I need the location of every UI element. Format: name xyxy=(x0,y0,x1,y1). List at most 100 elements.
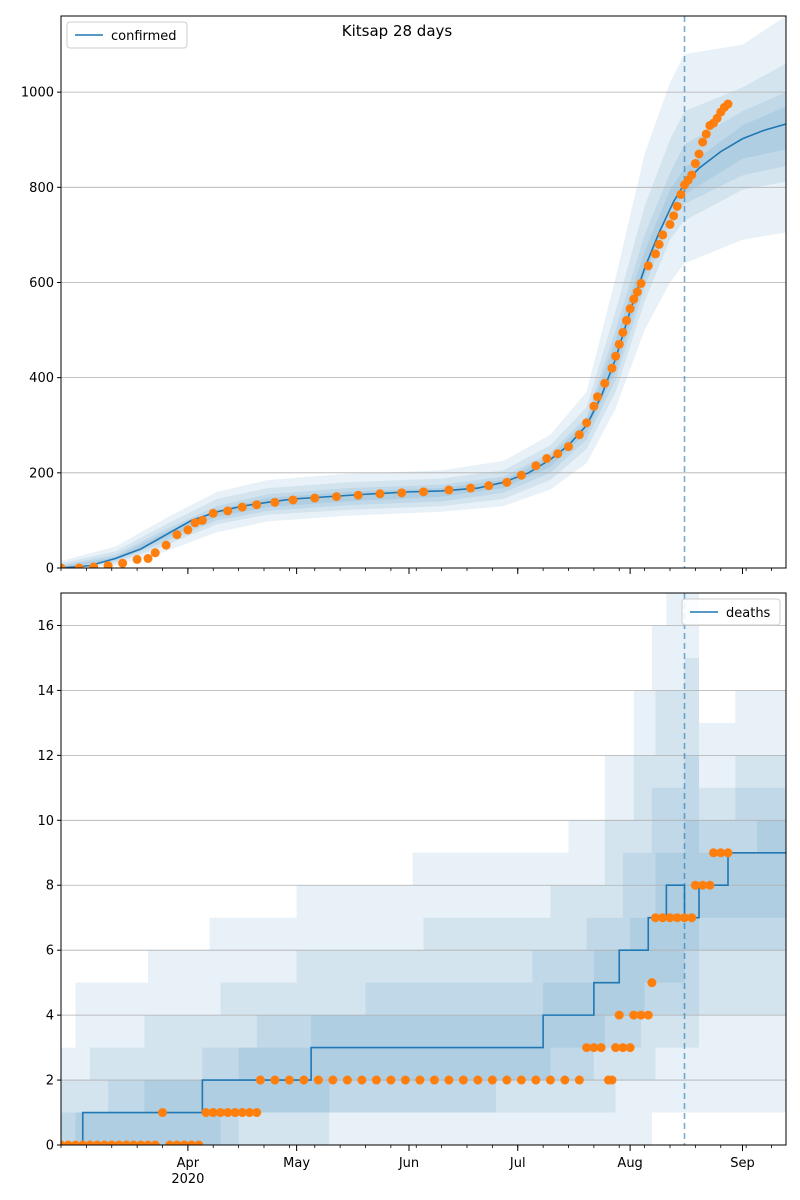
observed-point xyxy=(397,488,407,498)
observed-point xyxy=(658,230,668,240)
observed-point xyxy=(150,1140,160,1145)
observed-point xyxy=(690,159,700,169)
observed-point xyxy=(310,493,320,503)
observed-point xyxy=(190,518,200,528)
observed-point xyxy=(165,1140,175,1145)
observed-point xyxy=(531,461,541,471)
observed-point xyxy=(629,1010,639,1020)
observed-point xyxy=(332,492,341,502)
observed-point xyxy=(625,1043,635,1053)
observed-point xyxy=(161,540,171,550)
observed-point xyxy=(516,1075,526,1085)
confirmed-panel: 0 200 400 600 800 1000 confirmed xyxy=(21,15,787,577)
observed-point xyxy=(386,1075,396,1085)
observed-point xyxy=(143,553,153,563)
observed-point xyxy=(114,1140,124,1145)
observed-point xyxy=(582,418,592,428)
observed-point xyxy=(487,1075,497,1085)
observed-point xyxy=(132,554,142,564)
observed-point xyxy=(415,1075,425,1085)
observed-point xyxy=(502,477,512,487)
observed-point xyxy=(589,401,599,411)
observed-point xyxy=(136,1140,146,1145)
observed-point xyxy=(429,1075,439,1085)
observed-point xyxy=(103,561,113,568)
observed-point xyxy=(61,563,66,568)
observed-point xyxy=(614,339,624,349)
x-tick-label: Jun xyxy=(398,1156,419,1171)
observed-point xyxy=(611,351,621,361)
y-tick-label: 4 xyxy=(46,1009,54,1024)
legend-label: deaths xyxy=(726,606,771,621)
observed-point xyxy=(194,1140,204,1145)
observed-point xyxy=(92,1140,102,1145)
observed-point xyxy=(187,1140,196,1145)
observed-point xyxy=(150,548,160,558)
x-tick-label: Jul xyxy=(509,1156,526,1171)
observed-point xyxy=(100,1140,109,1145)
observed-point xyxy=(342,1075,352,1085)
y-tick-label: 0 xyxy=(46,1139,54,1154)
observed-point xyxy=(270,497,280,507)
observed-point xyxy=(698,137,708,147)
observed-point xyxy=(690,880,700,890)
uncertainty-band-4 xyxy=(61,787,786,1145)
observed-point xyxy=(458,1075,468,1085)
observed-point xyxy=(672,201,682,211)
observed-point xyxy=(183,525,193,535)
axes-frame xyxy=(60,592,787,1146)
observed-point xyxy=(593,392,602,402)
observed-point xyxy=(353,490,363,500)
x-tick-label: Sep xyxy=(730,1156,755,1171)
observed-point xyxy=(596,1043,606,1053)
observed-point xyxy=(223,1108,233,1118)
plot-area xyxy=(61,16,786,568)
y-tick-label: 600 xyxy=(29,276,54,291)
observed-point xyxy=(709,848,718,858)
median-line xyxy=(61,851,786,1145)
observed-point xyxy=(129,1140,138,1145)
y-tick-label: 2 xyxy=(46,1074,54,1089)
observed-point xyxy=(531,1075,541,1085)
observed-point xyxy=(723,99,733,109)
observed-point xyxy=(516,470,526,480)
legend: deaths xyxy=(681,598,781,626)
observed-point xyxy=(444,485,454,495)
x-year-label: 2020 xyxy=(171,1172,204,1187)
legend-box xyxy=(681,598,781,626)
uncertainty-band-3 xyxy=(61,92,786,568)
observed-point xyxy=(313,1075,323,1085)
uncertainty-band-2 xyxy=(61,63,786,568)
observed-point xyxy=(651,913,660,923)
observed-point xyxy=(589,1043,599,1053)
observed-point xyxy=(158,1108,167,1118)
observed-point xyxy=(574,430,584,440)
observed-point xyxy=(622,316,631,326)
observed-point xyxy=(582,1043,592,1053)
observed-point xyxy=(651,249,660,259)
observed-point xyxy=(208,508,218,518)
observed-point xyxy=(245,1108,254,1118)
observed-point xyxy=(564,442,573,452)
observed-point xyxy=(328,1075,338,1085)
observed-point xyxy=(172,530,182,540)
observed-point xyxy=(118,558,128,568)
observed-point xyxy=(89,562,99,568)
observed-point xyxy=(121,1140,131,1145)
observed-point xyxy=(444,1075,454,1085)
y-tick-label: 8 xyxy=(46,879,54,894)
observed-point xyxy=(636,1010,646,1020)
observed-point xyxy=(542,454,552,464)
observed-point xyxy=(299,1075,309,1085)
observed-point xyxy=(636,278,646,288)
observed-point xyxy=(687,170,697,180)
observed-point xyxy=(107,1140,117,1145)
x-tick-label: Apr xyxy=(177,1156,200,1171)
observed-point xyxy=(230,1108,240,1118)
observed-point xyxy=(502,1075,512,1085)
observed-point xyxy=(607,1075,617,1085)
observed-point xyxy=(208,1108,218,1118)
y-tick-label: 400 xyxy=(29,371,54,386)
